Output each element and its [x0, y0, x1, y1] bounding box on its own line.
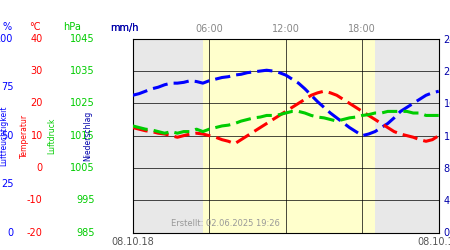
Text: 995: 995 — [76, 195, 94, 205]
Text: Temperatur: Temperatur — [20, 114, 29, 158]
Text: °C: °C — [29, 22, 41, 32]
Bar — [133, 39, 203, 232]
Text: 1005: 1005 — [70, 163, 94, 173]
Text: 20: 20 — [31, 98, 43, 108]
Text: 50: 50 — [1, 130, 14, 140]
Text: 0: 0 — [36, 163, 43, 173]
Text: Niederschlag: Niederschlag — [83, 110, 92, 161]
Bar — [375, 39, 439, 232]
Text: Luftfeuchtigkeit: Luftfeuchtigkeit — [0, 106, 8, 166]
Text: 25: 25 — [1, 179, 13, 189]
Bar — [203, 39, 375, 232]
Text: hPa: hPa — [63, 22, 81, 32]
Text: 1035: 1035 — [70, 66, 94, 76]
Text: Erstellt: 02.06.2025 19:26: Erstellt: 02.06.2025 19:26 — [171, 220, 280, 228]
Text: 10: 10 — [31, 130, 43, 140]
Text: 1015: 1015 — [70, 130, 94, 140]
Text: 985: 985 — [76, 228, 94, 237]
Text: mm/h: mm/h — [110, 22, 139, 32]
Text: Luftdruck: Luftdruck — [47, 118, 56, 154]
Text: 1045: 1045 — [70, 34, 94, 44]
Text: 75: 75 — [1, 82, 13, 92]
Text: 0: 0 — [7, 228, 14, 237]
Text: 100: 100 — [0, 34, 14, 44]
Text: 1025: 1025 — [70, 98, 94, 108]
Text: -10: -10 — [27, 195, 43, 205]
Text: -20: -20 — [27, 228, 43, 237]
Text: 30: 30 — [31, 66, 43, 76]
Text: mm/h: mm/h — [110, 22, 139, 32]
Text: %: % — [2, 22, 11, 32]
Text: 40: 40 — [31, 34, 43, 44]
